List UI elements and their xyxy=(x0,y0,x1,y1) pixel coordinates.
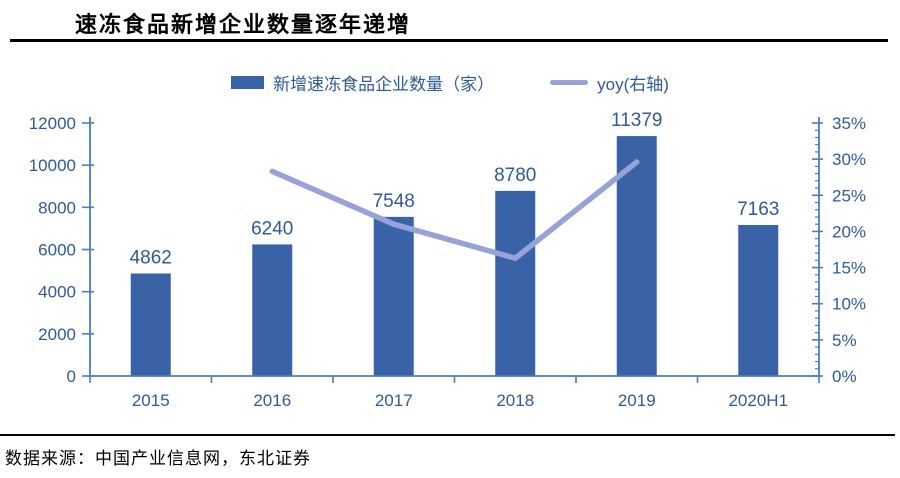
right-axis-tick-label: 25% xyxy=(832,186,866,205)
right-axis-tick-label: 35% xyxy=(832,114,866,133)
left-axis-tick-label: 10000 xyxy=(29,156,76,175)
bar xyxy=(130,273,171,376)
legend-item-line-series: yoy(右轴) xyxy=(550,70,669,95)
left-axis-tick-label: 0 xyxy=(67,367,76,386)
yoy-line xyxy=(269,159,640,261)
right-axis-tick-label: 10% xyxy=(832,295,866,314)
chart-legend: 新增速冻食品企业数量（家） yoy(右轴) xyxy=(0,68,900,96)
category-label: 2015 xyxy=(132,391,170,410)
category-label: 2018 xyxy=(496,391,534,410)
bar-value-label: 6240 xyxy=(251,218,293,239)
legend-label-bar-series: 新增速冻食品企业数量（家） xyxy=(273,74,495,94)
legend-label-line-series: yoy(右轴) xyxy=(597,74,669,94)
bar xyxy=(738,224,779,376)
bar-value-label: 4862 xyxy=(130,247,172,268)
footer-divider xyxy=(0,434,895,436)
bar-value-label: 7163 xyxy=(737,199,779,220)
bar-value-label: 11379 xyxy=(611,110,662,131)
right-axis-tick-label: 20% xyxy=(832,222,866,241)
data-source: 数据来源：中国产业信息网，东北证券 xyxy=(5,449,311,468)
right-axis-tick-label: 15% xyxy=(832,259,866,278)
chart-title: 速冻食品新增企业数量逐年递增 xyxy=(75,12,412,37)
category-label: 2017 xyxy=(375,391,413,410)
bar xyxy=(252,244,293,376)
bar xyxy=(495,190,536,376)
left-axis-tick-label: 12000 xyxy=(29,114,76,133)
legend-item-bar-series: 新增速冻食品企业数量（家） xyxy=(231,70,494,95)
left-axis-tick-label: 6000 xyxy=(38,241,76,260)
right-axis-tick-label: 0% xyxy=(832,367,857,386)
bar-value-label: 7548 xyxy=(373,191,415,212)
line-series-swatch-icon xyxy=(550,79,589,85)
left-axis-tick-label: 2000 xyxy=(38,325,76,344)
right-axis-tick-label: 5% xyxy=(832,331,857,350)
combo-bar-line-chart: 4862 6240 7548 8780 11379 7163 0 2000 4000 6000 80… xyxy=(29,110,866,410)
category-label: 2016 xyxy=(253,391,291,410)
bar-series-swatch-icon xyxy=(231,75,265,89)
category-label: 2020H1 xyxy=(728,391,788,410)
title-underline xyxy=(10,39,888,42)
left-axis-tick-label: 8000 xyxy=(38,198,76,217)
bar xyxy=(373,216,414,376)
right-axis-tick-label: 30% xyxy=(832,150,866,169)
category-label: 2019 xyxy=(618,391,656,410)
left-axis-tick-label: 4000 xyxy=(38,283,76,302)
bar xyxy=(616,136,657,376)
bar-value-label: 8780 xyxy=(494,165,536,186)
